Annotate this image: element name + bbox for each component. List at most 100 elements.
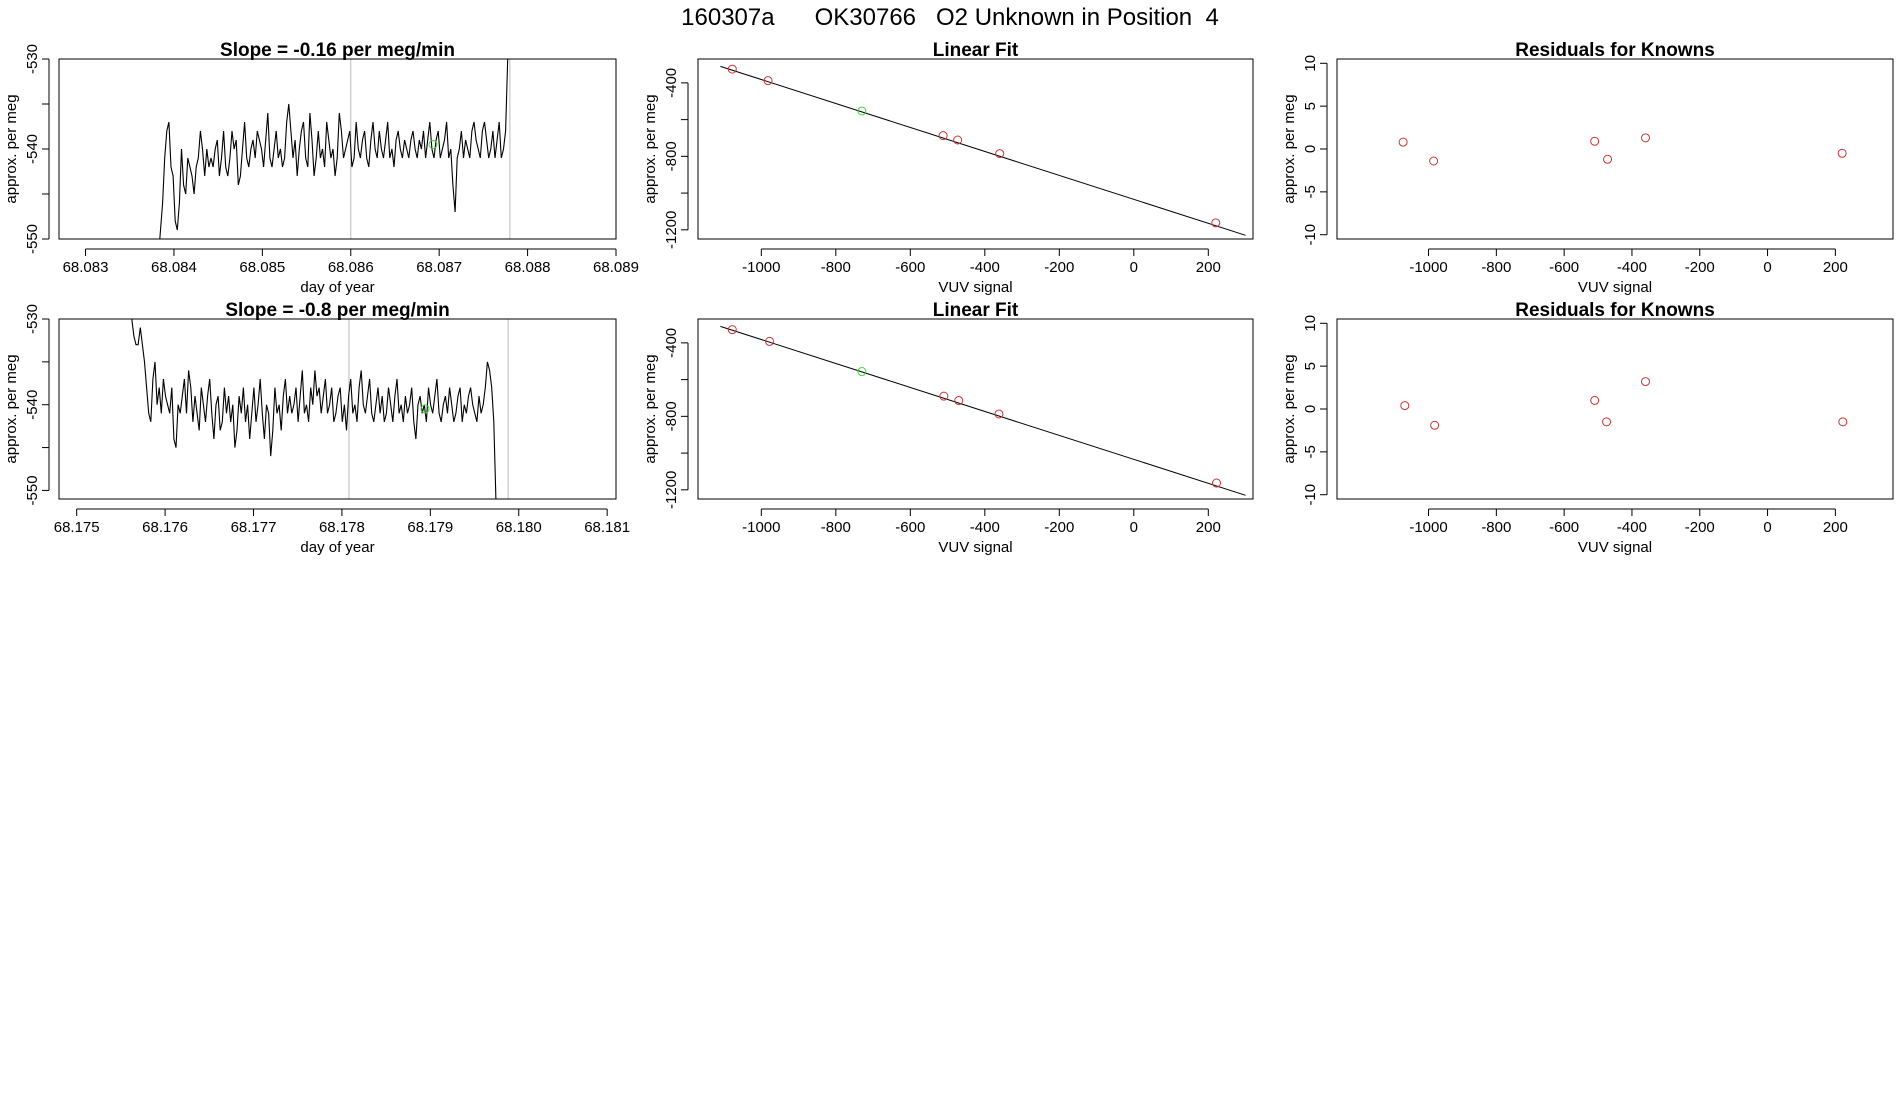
data-point — [1400, 401, 1410, 411]
chart-panel-2: Linear Fit -1000 -800 -600 -400 -200 0 200 VUV s… — [642, 40, 1254, 296]
x-tick-label: 68.086 — [328, 259, 374, 276]
x-tick-label: -600 — [895, 259, 925, 276]
x-tick-label: 200 — [1823, 259, 1848, 276]
plot-frame — [1336, 318, 1894, 500]
chart-panel-5: Linear Fit -1000 -800 -600 -400 -200 0 200 VUV s… — [642, 300, 1254, 556]
y-tick-label: 10 — [1302, 55, 1319, 72]
x-tick-label: -200 — [1685, 259, 1715, 276]
x-tick-label: -1000 — [1409, 519, 1447, 536]
x-tick-label: 0 — [1763, 519, 1771, 536]
data-point — [1211, 218, 1221, 228]
data-point — [1430, 420, 1440, 430]
x-tick-label: -600 — [1549, 519, 1579, 536]
data-point — [1603, 154, 1613, 164]
y-tick-label: -5 — [1302, 185, 1319, 198]
data-point — [765, 336, 775, 346]
data-point — [727, 64, 737, 74]
data-point — [1211, 478, 1221, 488]
x-tick-label: 68.178 — [319, 519, 365, 536]
y-tick-label: -540 — [24, 134, 41, 164]
x-tick-label: 68.088 — [505, 259, 551, 276]
data-point — [727, 325, 737, 335]
figure-title: 160307a OK30766 O2 Unknown in Position 4 — [681, 4, 1219, 31]
data-point — [428, 140, 438, 149]
x-tick-label: -200 — [1685, 519, 1715, 536]
data-point — [938, 131, 948, 141]
data-point — [994, 409, 1004, 419]
data-point — [1837, 148, 1847, 158]
x-tick-label: 68.181 — [584, 519, 630, 536]
y-axis-label: approx. per meg — [1281, 354, 1298, 463]
x-tick-label: -1000 — [742, 259, 780, 276]
plot-frame — [697, 58, 1254, 240]
y-tick-label: 0 — [1302, 145, 1319, 153]
data-point — [1641, 377, 1651, 387]
x-tick-label: 68.089 — [593, 259, 639, 276]
x-axis-label: VUV signal — [938, 279, 1012, 296]
panel-title: Residuals for Knowns — [1515, 40, 1715, 61]
x-tick-label: 0 — [1763, 259, 1771, 276]
x-tick-label: 200 — [1196, 259, 1221, 276]
plot-frame — [697, 318, 1254, 500]
x-tick-label: 200 — [1196, 519, 1221, 536]
panel-title: Linear Fit — [933, 40, 1019, 61]
y-tick-label: 10 — [1302, 315, 1319, 332]
data-point — [1838, 417, 1848, 427]
data-point — [1398, 137, 1408, 147]
x-axis-label: day of year — [300, 279, 374, 296]
y-tick-label: -1200 — [663, 211, 680, 249]
x-tick-label: 68.175 — [54, 519, 100, 536]
panel-title: Slope = -0.8 per meg/min — [225, 300, 449, 321]
x-tick-label: -600 — [1549, 259, 1579, 276]
chart-panel-4: Slope = -0.8 per meg/min 68.175 68.176 68.1… — [3, 300, 630, 556]
panel-title: Linear Fit — [933, 300, 1019, 321]
data-point — [763, 76, 773, 86]
y-tick-label: -10 — [1302, 484, 1319, 506]
plot-frame — [1336, 58, 1894, 240]
plot-frame — [58, 58, 617, 240]
chart-panel-6: Residuals for Knowns-1000 -800 -600 -400 -20… — [1281, 300, 1894, 556]
x-axis-label: VUV signal — [938, 539, 1012, 556]
y-tick-label: -400 — [663, 328, 680, 358]
x-tick-label: 0 — [1130, 259, 1138, 276]
x-tick-label: -800 — [821, 519, 851, 536]
y-tick-label: -530 — [24, 44, 41, 74]
x-tick-label: -400 — [970, 259, 1000, 276]
y-tick-label: -1200 — [663, 471, 680, 509]
x-tick-label: -600 — [895, 519, 925, 536]
x-tick-label: 68.179 — [407, 519, 453, 536]
data-point — [954, 396, 964, 406]
x-tick-label: 68.083 — [63, 259, 109, 276]
x-tick-label: -1000 — [742, 519, 780, 536]
data-point — [1590, 136, 1600, 146]
x-tick-label: 68.180 — [496, 519, 542, 536]
y-tick-label: -800 — [663, 141, 680, 171]
data-point — [1429, 156, 1439, 166]
data-point — [939, 391, 949, 401]
data-point — [1641, 133, 1651, 143]
data-point — [1590, 395, 1600, 405]
data-series-line — [159, 59, 509, 239]
chart-panel-3: Residuals for Knowns-1000 -800 -600 -400 -20… — [1281, 40, 1894, 296]
fit-line — [720, 65, 1246, 236]
chart-panel-1: Slope = -0.16 per meg/min 68.083 68.084 68.… — [3, 40, 639, 296]
y-tick-label: -550 — [24, 475, 41, 505]
y-axis-label: approx. per meg — [3, 94, 20, 203]
fit-line — [720, 325, 1246, 496]
data-point — [857, 106, 867, 116]
y-tick-label: -530 — [24, 304, 41, 334]
y-tick-label: 5 — [1302, 362, 1319, 370]
x-axis-label: VUV signal — [1578, 279, 1652, 296]
x-tick-label: -800 — [821, 259, 851, 276]
y-tick-label: -10 — [1302, 224, 1319, 246]
plot-data — [131, 319, 509, 499]
x-tick-label: 68.176 — [142, 519, 188, 536]
x-axis-label: VUV signal — [1578, 539, 1652, 556]
x-tick-label: -1000 — [1409, 259, 1447, 276]
data-point — [995, 149, 1005, 159]
x-tick-label: -800 — [1481, 259, 1511, 276]
y-tick-label: -400 — [663, 68, 680, 98]
panel-title: Slope = -0.16 per meg/min — [220, 40, 455, 61]
plot-data — [159, 59, 511, 239]
